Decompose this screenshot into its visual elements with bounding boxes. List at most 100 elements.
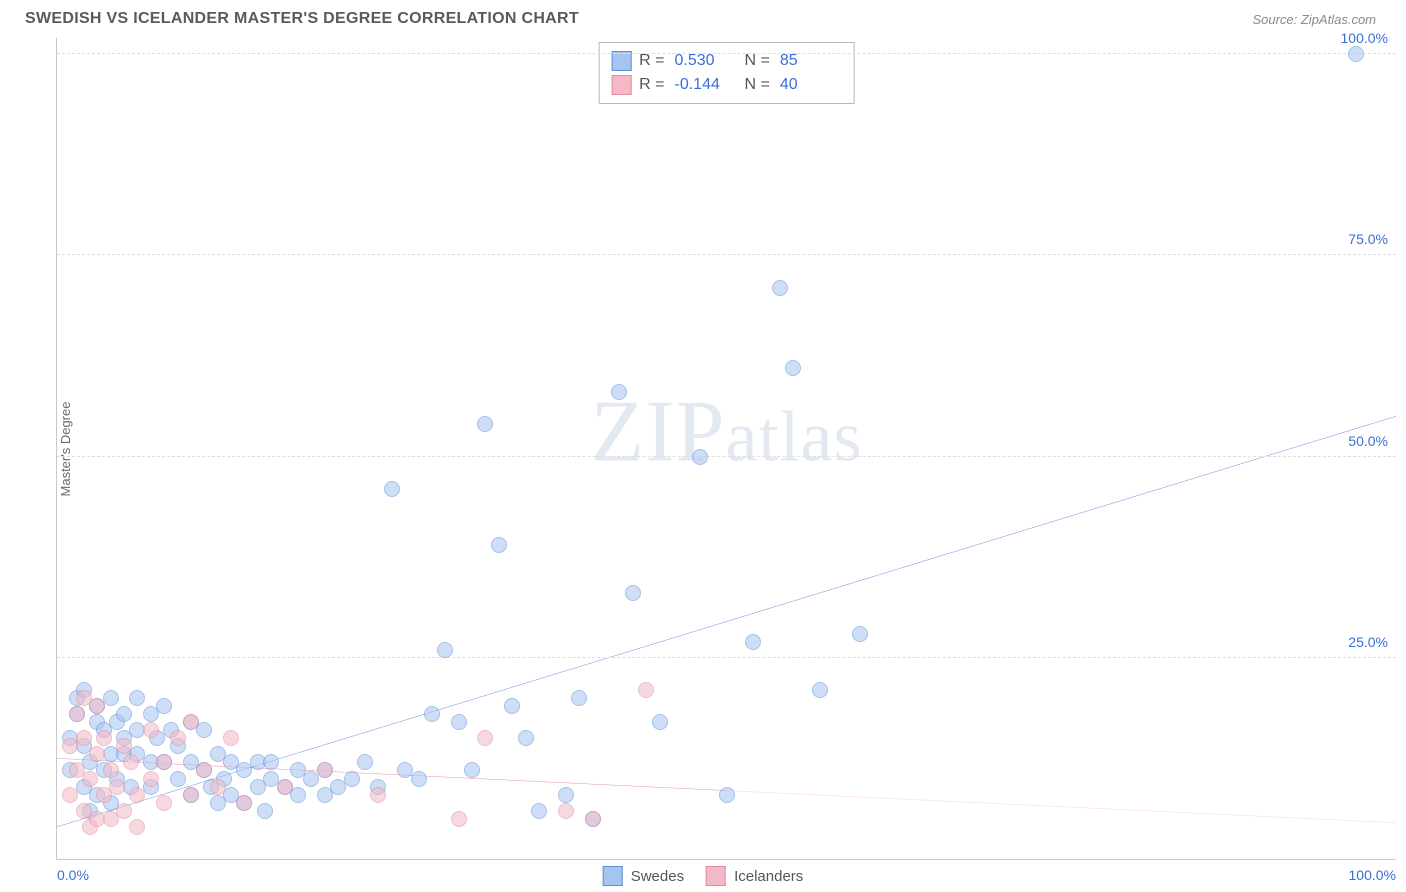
watermark: ZIPatlas	[591, 382, 863, 483]
scatter-plot: ZIPatlas R = 0.530 N = 85 R = -0.144 N = 40 25.…	[56, 38, 1396, 860]
data-point	[384, 481, 400, 497]
data-point	[82, 771, 98, 787]
data-point	[129, 690, 145, 706]
data-point	[451, 714, 467, 730]
data-point	[558, 803, 574, 819]
gridline	[57, 254, 1396, 255]
data-point	[257, 803, 273, 819]
y-tick-label: 75.0%	[1348, 231, 1388, 247]
x-tick-label: 0.0%	[57, 867, 89, 883]
data-point	[719, 787, 735, 803]
trend-lines	[57, 38, 1396, 859]
data-point	[103, 762, 119, 778]
legend-label: Swedes	[631, 868, 684, 885]
data-point	[116, 738, 132, 754]
data-point	[109, 779, 125, 795]
data-point	[852, 626, 868, 642]
gridline	[57, 53, 1396, 54]
data-point	[477, 730, 493, 746]
data-point	[772, 280, 788, 296]
data-point	[129, 787, 145, 803]
data-point	[129, 819, 145, 835]
data-point	[76, 730, 92, 746]
data-point	[277, 779, 293, 795]
data-point	[156, 795, 172, 811]
stat-n-value: 85	[780, 52, 842, 70]
legend-item: Icelanders	[706, 866, 803, 886]
legend-item: Swedes	[603, 866, 684, 886]
stat-r-value: 0.530	[675, 52, 737, 70]
data-point	[143, 722, 159, 738]
data-point	[344, 771, 360, 787]
trend-line-extrapolated	[727, 791, 1397, 823]
data-point	[290, 787, 306, 803]
data-point	[156, 698, 172, 714]
gridline	[57, 456, 1396, 457]
data-point	[638, 682, 654, 698]
source-label: Source: ZipAtlas.com	[1252, 12, 1376, 27]
x-tick-label: 100.0%	[1349, 867, 1396, 883]
stat-n-label: N =	[745, 52, 770, 70]
data-point	[411, 771, 427, 787]
title-bar: SWEDISH VS ICELANDER MASTER'S DEGREE COR…	[0, 0, 1406, 34]
data-point	[504, 698, 520, 714]
data-point	[692, 449, 708, 465]
stat-n-value: 40	[780, 76, 842, 94]
data-point	[223, 730, 239, 746]
series-legend: Swedes Icelanders	[603, 866, 804, 886]
data-point	[236, 795, 252, 811]
data-point	[210, 779, 226, 795]
data-point	[263, 754, 279, 770]
legend-swatch	[603, 866, 623, 886]
stat-r-label: R =	[639, 76, 664, 94]
y-tick-label: 50.0%	[1348, 433, 1388, 449]
stats-row: R = -0.144 N = 40	[611, 73, 842, 97]
data-point	[437, 642, 453, 658]
stat-n-label: N =	[745, 76, 770, 94]
data-point	[62, 787, 78, 803]
data-point	[69, 706, 85, 722]
data-point	[170, 730, 186, 746]
legend-swatch	[706, 866, 726, 886]
data-point	[370, 787, 386, 803]
data-point	[183, 787, 199, 803]
data-point	[571, 690, 587, 706]
data-point	[116, 803, 132, 819]
data-point	[745, 634, 761, 650]
data-point	[357, 754, 373, 770]
data-point	[196, 762, 212, 778]
stat-r-value: -0.144	[675, 76, 737, 94]
data-point	[143, 771, 159, 787]
data-point	[196, 722, 212, 738]
plot-area: Master's Degree ZIPatlas R =0.530N =85R …	[34, 38, 1396, 860]
data-point	[625, 585, 641, 601]
chart-title: SWEDISH VS ICELANDER MASTER'S DEGREE COR…	[25, 10, 579, 28]
data-point	[1348, 46, 1364, 62]
legend-swatch	[611, 75, 631, 95]
data-point	[558, 787, 574, 803]
data-point	[518, 730, 534, 746]
stat-r-label: R =	[639, 52, 664, 70]
data-point	[183, 714, 199, 730]
data-point	[611, 384, 627, 400]
data-point	[89, 698, 105, 714]
data-point	[451, 811, 467, 827]
data-point	[156, 754, 172, 770]
data-point	[123, 754, 139, 770]
legend-label: Icelanders	[734, 868, 803, 885]
y-tick-label: 100.0%	[1341, 30, 1388, 46]
data-point	[477, 416, 493, 432]
data-point	[491, 537, 507, 553]
data-point	[812, 682, 828, 698]
data-point	[531, 803, 547, 819]
data-point	[170, 771, 186, 787]
data-point	[317, 762, 333, 778]
y-tick-label: 25.0%	[1348, 634, 1388, 650]
data-point	[424, 706, 440, 722]
data-point	[116, 706, 132, 722]
data-point	[464, 762, 480, 778]
gridline	[57, 657, 1396, 658]
data-point	[585, 811, 601, 827]
data-point	[89, 746, 105, 762]
stats-legend: R = 0.530 N = 85 R = -0.144 N = 40	[598, 42, 855, 104]
